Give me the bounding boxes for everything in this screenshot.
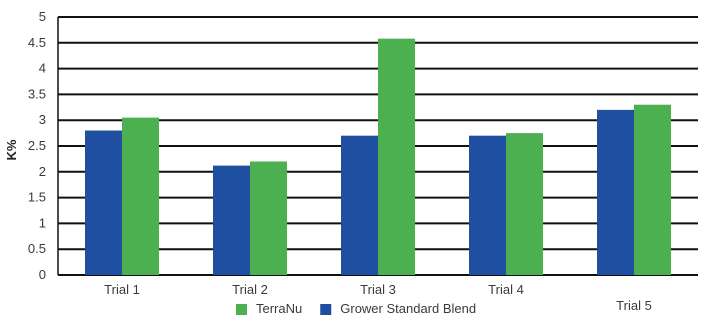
y-axis-label: K% <box>4 139 19 160</box>
bar-terranu <box>634 104 671 275</box>
y-tick-label: 2 <box>39 164 46 179</box>
y-tick-label: 1 <box>39 215 46 230</box>
bar-terranu <box>250 161 287 275</box>
bars <box>85 38 671 276</box>
bar-grower-standard-blend <box>469 135 506 275</box>
y-tick-label: 1.5 <box>28 190 46 205</box>
bar-grower-standard-blend <box>213 165 250 275</box>
x-tick-label: Trial 2 <box>232 282 268 297</box>
y-tick-label: 0 <box>39 267 46 282</box>
legend-swatch <box>236 304 247 315</box>
y-tick-label: 4 <box>39 61 46 76</box>
y-tick-label: 3.5 <box>28 86 46 101</box>
y-tick-labels: 0 0.5 1 1.5 2 2.5 3 3.5 4 4.5 5 <box>28 9 46 282</box>
y-tick-label: 5 <box>39 9 46 24</box>
y-tick-label: 0.5 <box>28 241 46 256</box>
bar-terranu <box>378 38 415 276</box>
x-tick-label: Trial 5 <box>616 298 652 313</box>
bar-grower-standard-blend <box>341 135 378 275</box>
x-tick-labels: Trial 1 Trial 2 Trial 3 Trial 4 Trial 5 <box>104 282 652 313</box>
x-tick-label: Trial 4 <box>488 282 524 297</box>
y-tick-label: 3 <box>39 112 46 127</box>
y-tick-label: 2.5 <box>28 138 46 153</box>
bar-terranu <box>506 133 543 275</box>
x-tick-label: Trial 3 <box>360 282 396 297</box>
legend-swatch <box>320 304 332 315</box>
x-tick-label: Trial 1 <box>104 282 140 297</box>
bar-terranu <box>122 117 159 276</box>
legend-label: Grower Standard Blend <box>340 301 476 316</box>
bar-grower-standard-blend <box>85 130 122 275</box>
y-tick-label: 4.5 <box>28 35 46 50</box>
bar-grower-standard-blend <box>597 109 634 275</box>
legend: TerraNu Grower Standard Blend <box>236 301 476 316</box>
legend-label: TerraNu <box>256 301 302 316</box>
